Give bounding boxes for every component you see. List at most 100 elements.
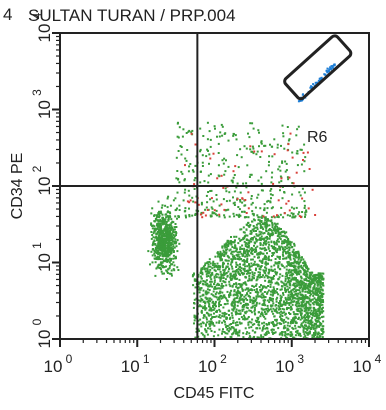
event-point-dim-cluster — [154, 261, 157, 264]
event-point-main — [260, 293, 263, 296]
event-point-main — [193, 302, 196, 305]
event-point-main — [261, 322, 264, 325]
event-point-main — [305, 301, 308, 304]
event-point-main — [251, 220, 254, 223]
event-point-main — [294, 317, 296, 320]
event-point-dim-cluster — [155, 216, 158, 219]
event-point-main — [220, 285, 223, 288]
event-point-dim-cluster — [158, 242, 161, 245]
event-point-main — [223, 268, 226, 271]
event-point-main — [274, 324, 277, 327]
event-point-main — [234, 250, 237, 253]
event-point-dim-cluster — [168, 223, 171, 226]
event-point-main — [292, 282, 295, 285]
event-point-main — [271, 304, 274, 307]
event-point-main — [267, 231, 270, 234]
event-point-dim-cluster — [157, 243, 160, 246]
event-point-main — [320, 298, 323, 301]
event-point-main — [284, 235, 287, 238]
event-point-main — [261, 329, 264, 332]
event-point-scatter-upper — [177, 178, 180, 181]
event-point-main — [220, 277, 223, 280]
event-point-main — [303, 264, 305, 267]
event-point-dim-cluster — [158, 225, 161, 228]
event-point-main — [218, 301, 221, 304]
event-point-main — [256, 253, 259, 256]
event-point-scatter-upper — [300, 163, 303, 166]
event-point-main — [254, 319, 257, 322]
event-point-main — [320, 322, 323, 325]
event-point-scatter-upper — [209, 138, 212, 141]
event-point-main — [206, 292, 209, 295]
event-point-scatter-upper — [291, 193, 294, 196]
event-point-main — [242, 267, 245, 270]
event-point-main — [283, 300, 285, 303]
event-point-main — [193, 322, 195, 325]
event-point-main — [257, 316, 260, 319]
event-point-main — [247, 303, 250, 306]
event-point-main — [310, 293, 312, 296]
event-point-main — [308, 271, 311, 274]
event-point-main — [239, 302, 242, 305]
event-point-main — [254, 291, 257, 293]
event-point-main — [261, 328, 264, 331]
event-point-main — [315, 301, 318, 304]
event-point-gated-red — [277, 199, 280, 202]
event-point-main — [253, 310, 256, 313]
event-point-main — [300, 282, 303, 285]
event-point-main — [243, 314, 245, 317]
event-point-scatter-upper — [252, 152, 255, 155]
event-point-main — [286, 261, 289, 264]
event-point-main — [221, 315, 224, 318]
event-point-main — [296, 256, 299, 259]
event-point-main — [287, 260, 290, 263]
event-point-dim-cluster — [151, 207, 154, 210]
event-point-main — [245, 223, 248, 226]
event-point-dim-cluster — [160, 268, 162, 271]
event-point-main — [258, 267, 261, 270]
event-point-main — [310, 323, 313, 326]
event-point-main — [296, 332, 299, 335]
event-point-main — [198, 291, 201, 294]
event-point-main — [227, 242, 230, 245]
event-point-dim-cluster — [167, 224, 170, 227]
event-point-main — [244, 311, 247, 314]
event-point-dim-cluster — [161, 242, 164, 245]
event-point-main — [315, 314, 318, 317]
event-point-main — [259, 242, 262, 245]
event-point-main — [307, 285, 310, 288]
event-point-scatter-upper — [290, 206, 293, 209]
event-point-main — [297, 318, 300, 320]
event-point-gated-red — [202, 211, 205, 214]
event-point-main — [253, 274, 256, 277]
y-tick-exponent: 3 — [30, 89, 44, 96]
event-point-main — [300, 266, 303, 269]
event-point-scatter-upper — [291, 151, 294, 154]
event-point-scatter-upper — [221, 134, 224, 137]
event-point-dim-cluster — [170, 272, 173, 275]
event-point-main — [262, 336, 265, 338]
event-point-main — [222, 294, 225, 297]
event-point-main — [209, 262, 212, 265]
event-point-main — [267, 229, 270, 232]
event-point-main — [267, 218, 269, 221]
event-point-main — [254, 331, 257, 334]
event-point-scatter-upper — [223, 214, 226, 217]
event-point-R6 — [313, 84, 316, 87]
event-point-main — [318, 292, 321, 295]
event-point-dim-cluster — [154, 227, 157, 230]
event-point-main — [232, 309, 235, 312]
event-point-main — [305, 272, 308, 275]
event-point-main — [223, 320, 226, 323]
event-point-main — [321, 308, 323, 311]
event-point-main — [233, 328, 236, 331]
event-point-main — [287, 281, 289, 284]
event-point-main — [313, 312, 316, 315]
event-point-main — [208, 258, 211, 261]
event-point-main — [241, 289, 244, 292]
event-point-main — [272, 291, 275, 294]
event-point-scatter-upper — [192, 200, 195, 203]
event-point-scatter-upper — [237, 166, 240, 169]
event-point-main — [275, 310, 278, 313]
event-point-main — [312, 310, 315, 313]
